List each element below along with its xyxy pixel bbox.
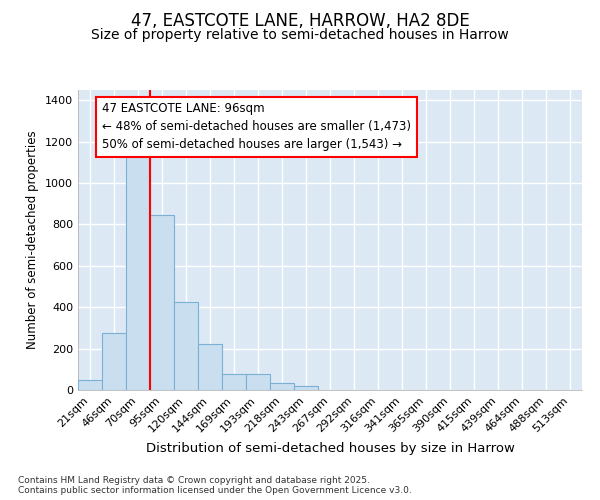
Text: 47 EASTCOTE LANE: 96sqm
← 48% of semi-detached houses are smaller (1,473)
50% of: 47 EASTCOTE LANE: 96sqm ← 48% of semi-de… (102, 102, 411, 152)
Text: 47, EASTCOTE LANE, HARROW, HA2 8DE: 47, EASTCOTE LANE, HARROW, HA2 8DE (131, 12, 469, 30)
Text: Contains HM Land Registry data © Crown copyright and database right 2025.
Contai: Contains HM Land Registry data © Crown c… (18, 476, 412, 495)
Bar (246, 374, 270, 390)
Bar (174, 302, 198, 390)
Bar (78, 380, 102, 390)
Bar (102, 333, 126, 390)
Bar (222, 374, 246, 390)
Bar (294, 386, 318, 390)
Text: Size of property relative to semi-detached houses in Harrow: Size of property relative to semi-detach… (91, 28, 509, 42)
Y-axis label: Number of semi-detached properties: Number of semi-detached properties (26, 130, 40, 350)
Bar (150, 215, 174, 390)
Bar (126, 149, 150, 390)
Bar (198, 344, 222, 390)
X-axis label: Distribution of semi-detached houses by size in Harrow: Distribution of semi-detached houses by … (146, 442, 514, 455)
Bar (270, 383, 294, 390)
